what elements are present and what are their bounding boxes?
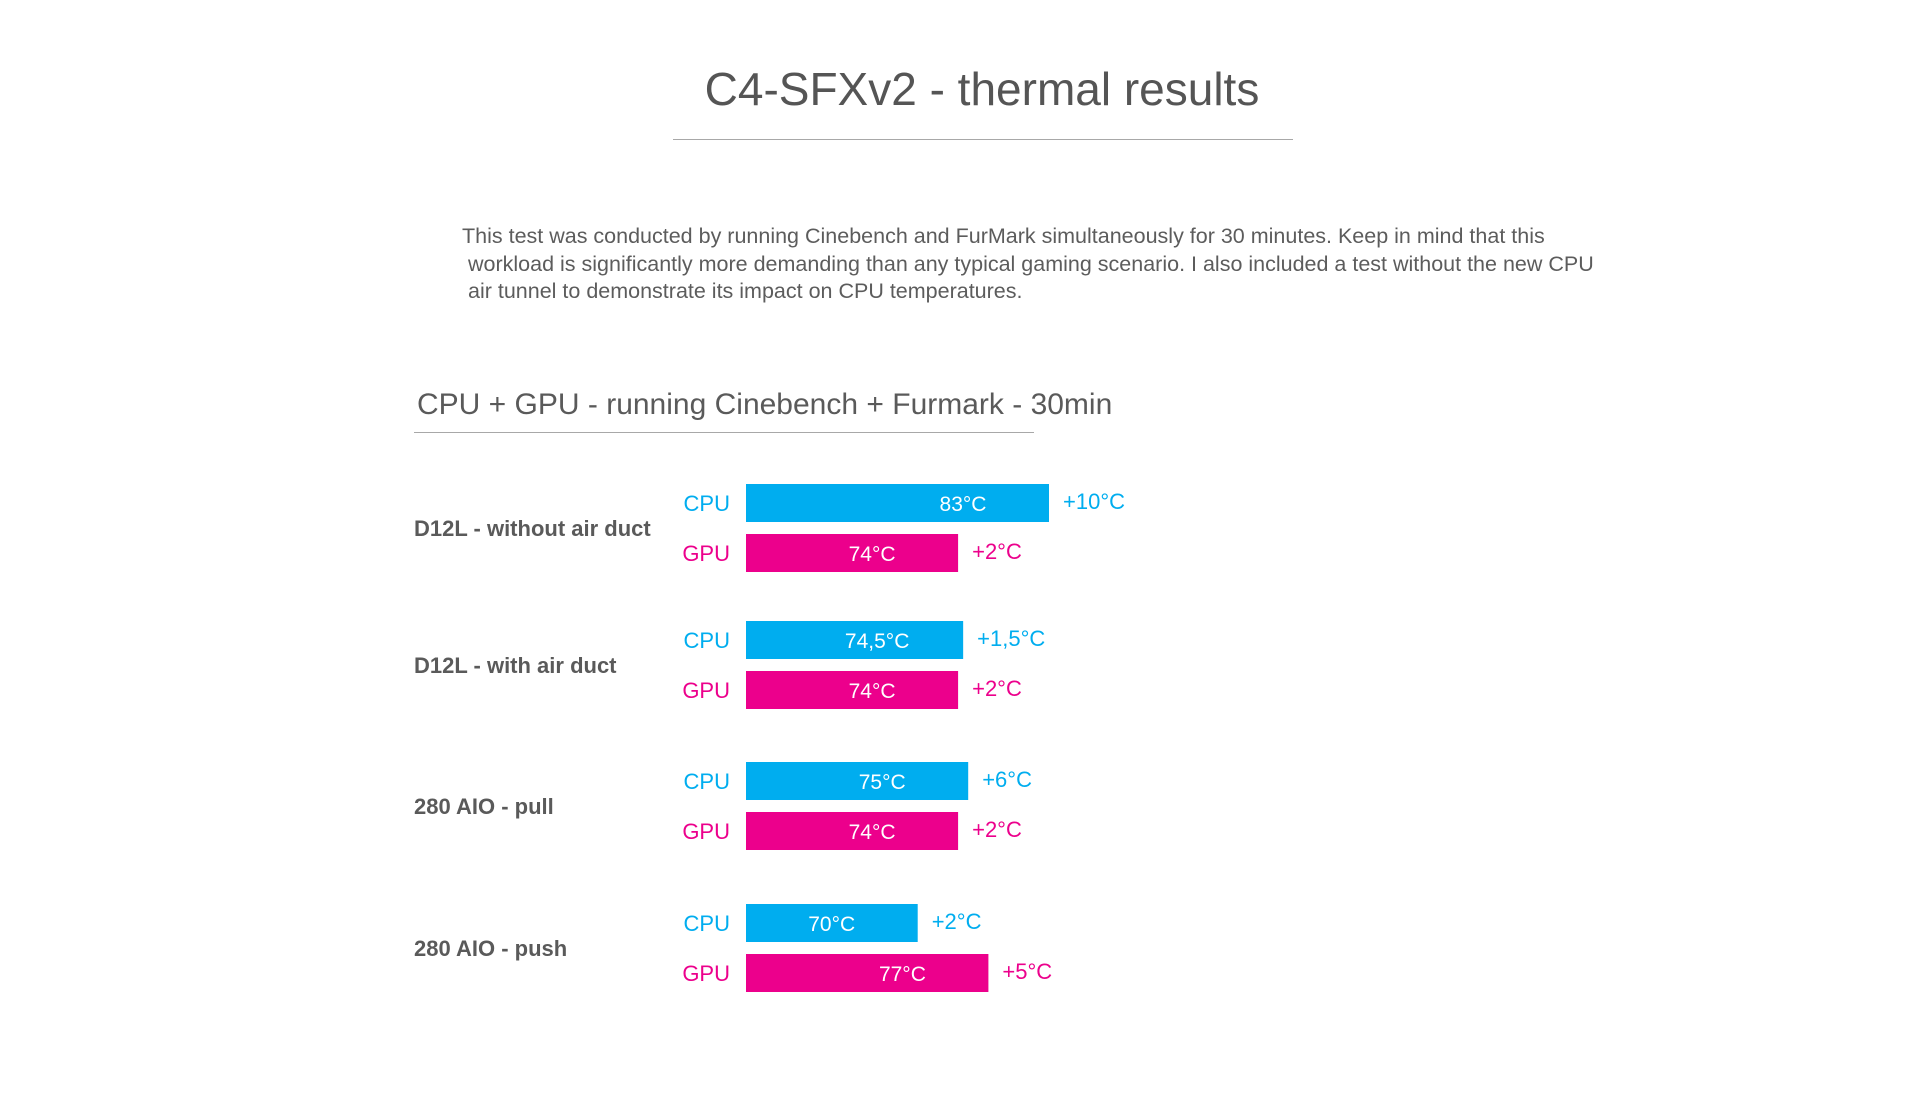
gpu-bar <box>746 812 959 850</box>
cpu-bar <box>746 484 1049 522</box>
cpu-bar <box>746 904 918 942</box>
group-label: 280 AIO - pull <box>414 794 554 819</box>
delta-label: +2°C <box>972 817 1022 842</box>
value-label: 77°C <box>879 963 926 986</box>
group-label: D12L - with air duct <box>414 653 617 678</box>
description-line: workload is significantly more demanding… <box>468 251 1594 276</box>
series-label: CPU <box>684 491 730 516</box>
description-line: This test was conducted by running Cineb… <box>462 224 1545 248</box>
chart-title-divider <box>414 432 1034 433</box>
chart-title: CPU + GPU - running Cinebench + Furmark … <box>417 388 1113 421</box>
group-label: 280 AIO - push <box>414 936 567 961</box>
description-line: air tunnel to demonstrate its impact on … <box>468 279 1023 303</box>
gpu-bar <box>746 534 959 572</box>
value-label: 74,5°C <box>845 630 909 653</box>
delta-label: +1,5°C <box>977 626 1045 651</box>
value-label: 74°C <box>849 821 896 844</box>
delta-label: +2°C <box>972 539 1022 564</box>
page-title: C4-SFXv2 - thermal results <box>704 63 1260 115</box>
delta-label: +5°C <box>1002 959 1052 984</box>
cpu-bar <box>746 762 969 800</box>
series-label: GPU <box>682 961 730 986</box>
delta-label: +2°C <box>932 909 982 934</box>
series-label: CPU <box>684 769 730 794</box>
group-label: D12L - without air duct <box>414 516 651 541</box>
value-label: 75°C <box>859 771 906 794</box>
gpu-bar <box>746 671 959 709</box>
delta-label: +10°C <box>1063 489 1125 514</box>
value-label: 83°C <box>940 493 987 516</box>
gpu-bar <box>746 954 989 992</box>
cpu-bar <box>746 621 964 659</box>
series-label: CPU <box>684 628 730 653</box>
series-label: GPU <box>682 541 730 566</box>
value-label: 70°C <box>808 913 855 936</box>
delta-label: +2°C <box>972 676 1022 701</box>
description: This test was conducted by running Cineb… <box>462 223 1702 306</box>
series-label: CPU <box>684 911 730 936</box>
delta-label: +6°C <box>982 767 1032 792</box>
series-label: GPU <box>682 678 730 703</box>
value-label: 74°C <box>849 680 896 703</box>
series-label: GPU <box>682 819 730 844</box>
value-label: 74°C <box>849 543 896 566</box>
title-divider <box>673 139 1293 140</box>
